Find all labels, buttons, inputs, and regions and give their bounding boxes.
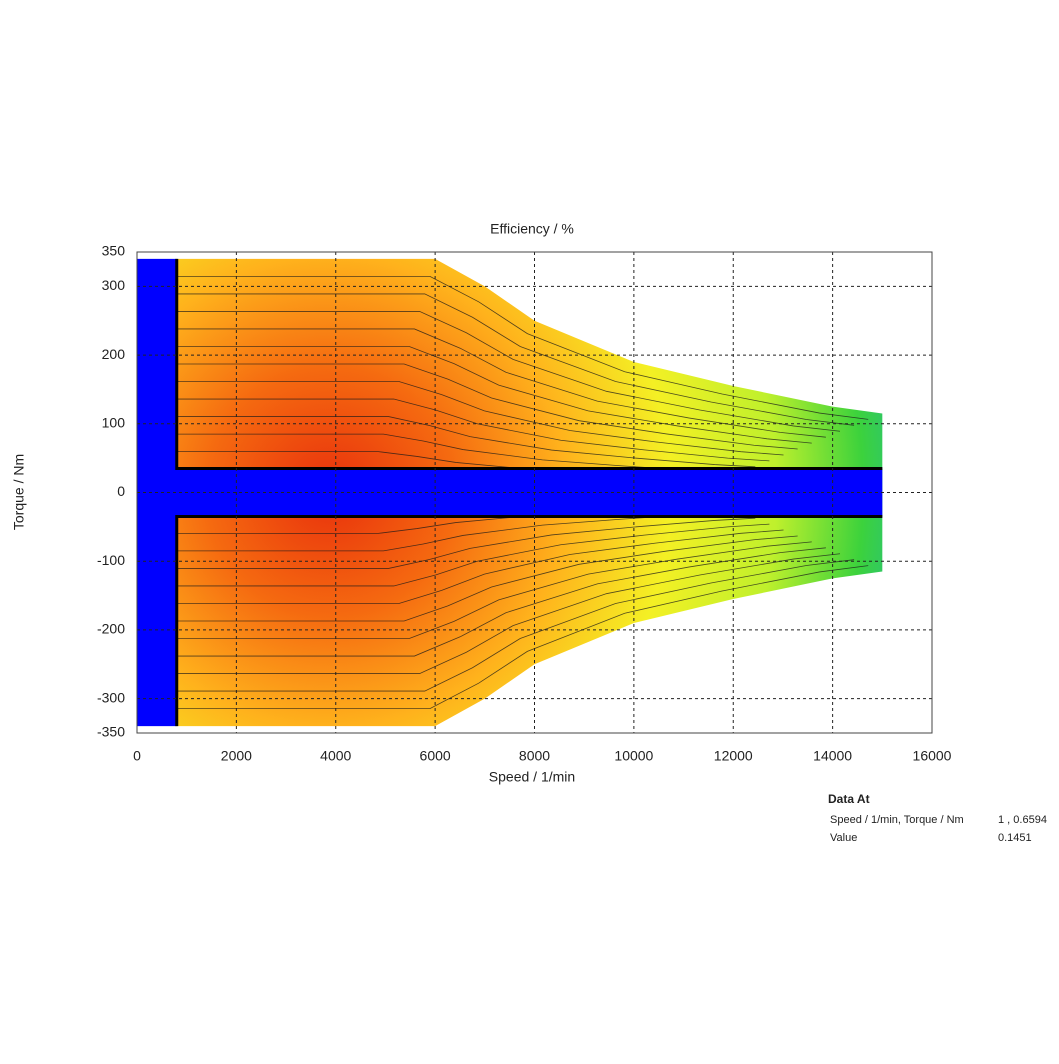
contour-line	[176, 535, 798, 622]
contour-line	[176, 275, 869, 420]
y-tick-label: 0	[117, 483, 125, 499]
contour-line	[176, 565, 869, 710]
plot-frame	[136, 251, 933, 734]
contour-line	[176, 328, 826, 438]
y-tick-label: 350	[102, 243, 126, 259]
contour-line	[176, 529, 784, 604]
x-tick-label: 10000	[614, 748, 653, 764]
panel-title: Data At	[828, 792, 870, 806]
contour-line	[176, 517, 756, 569]
contour-line	[176, 523, 770, 587]
contour-line	[176, 416, 756, 468]
contour-line	[176, 381, 784, 456]
contour-line	[176, 346, 812, 444]
x-tick-label: 4000	[320, 748, 351, 764]
panel-value: 0.1451	[998, 832, 1032, 844]
x-tick-label: 0	[133, 748, 141, 764]
x-tick-label: 14000	[813, 748, 852, 764]
y-tick-label: 200	[102, 346, 126, 362]
contour-line	[176, 293, 855, 426]
x-tick-label: 6000	[420, 748, 451, 764]
panel-label: Speed / 1/min, Torque / Nm	[830, 814, 964, 826]
y-tick-label: -350	[97, 724, 125, 740]
x-tick-label: 12000	[714, 748, 753, 764]
x-tick-label: 8000	[519, 748, 550, 764]
x-axis-label: Speed / 1/min	[489, 769, 575, 785]
chart-title: Efficiency / %	[490, 221, 574, 237]
y-tick-label: -100	[97, 552, 125, 568]
contour-line	[176, 559, 855, 692]
y-tick-label: 300	[102, 277, 126, 293]
contour-line	[176, 553, 841, 674]
y-tick-label: -200	[97, 621, 125, 637]
y-tick-label: 100	[102, 414, 126, 430]
contour-line	[176, 547, 826, 657]
panel-label: Value	[830, 832, 857, 844]
contour-line	[176, 363, 798, 450]
contour-line	[176, 311, 841, 432]
x-tick-label: 2000	[221, 748, 252, 764]
panel-value: 1 , 0.6594	[998, 814, 1047, 826]
plot-area	[137, 258, 883, 727]
x-tick-label: 16000	[913, 748, 952, 764]
blocked-outline	[175, 258, 883, 727]
data-at-panel: Data At Speed / 1/min, Torque / Nm 1 , 0…	[828, 792, 1047, 844]
y-tick-label: -300	[97, 689, 125, 705]
y-axis-label: Torque / Nm	[11, 454, 27, 530]
contour-line	[176, 398, 770, 462]
contour-line	[176, 541, 812, 639]
